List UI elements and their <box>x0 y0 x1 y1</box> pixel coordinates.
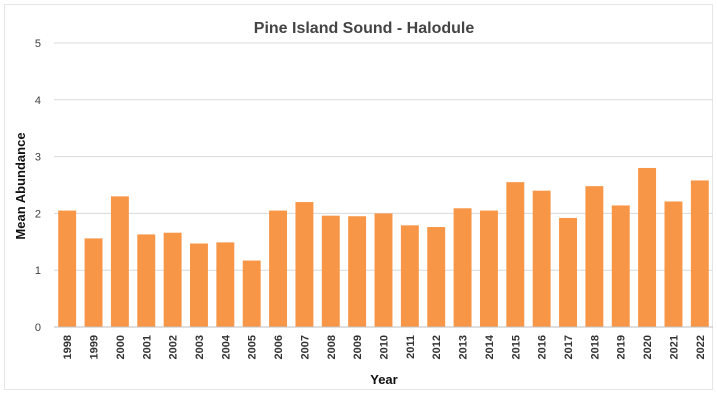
x-tick-label: 2017 <box>563 335 575 359</box>
chart-frame <box>4 4 713 390</box>
x-tick-label: 2007 <box>299 335 311 359</box>
x-tick-label: 2000 <box>115 335 127 359</box>
x-tick-label: 2015 <box>510 335 522 359</box>
x-tick-label: 2001 <box>141 335 153 359</box>
x-tick-label: 2019 <box>616 335 628 359</box>
x-axis-title: Year <box>370 372 397 387</box>
x-tick-label: 2016 <box>537 335 549 359</box>
bar-2012 <box>427 227 446 327</box>
y-axis-ticks: 0 1 2 3 4 5 <box>35 38 41 334</box>
x-tick-label: 2008 <box>326 335 338 359</box>
bar-2009 <box>348 216 367 327</box>
y-tick-label: 1 <box>35 265 41 277</box>
x-tick-label: 2013 <box>458 335 470 359</box>
x-tick-label: 1998 <box>62 335 74 359</box>
bar-2014 <box>479 210 498 327</box>
bar-2021 <box>664 201 683 327</box>
y-tick-label: 4 <box>35 95 41 107</box>
bar-2001 <box>137 234 156 327</box>
bar-2005 <box>242 260 261 327</box>
bar-2019 <box>611 205 630 327</box>
x-tick-label: 2022 <box>695 335 707 359</box>
x-tick-label: 2014 <box>484 334 496 359</box>
bar-2007 <box>295 202 314 327</box>
x-axis-ticks: 1998 1999 2000 2001 2002 2003 2004 2005 2006 2007… <box>62 334 707 359</box>
bar-1999 <box>84 238 103 327</box>
x-tick-label: 2021 <box>668 335 680 359</box>
x-tick-label: 2020 <box>642 335 654 359</box>
bar-2004 <box>216 242 235 327</box>
x-tick-label: 2018 <box>589 335 601 359</box>
bar-2000 <box>110 196 129 327</box>
x-tick-label: 2002 <box>168 335 180 359</box>
x-tick-label: 2006 <box>273 335 285 359</box>
bar-1998 <box>58 210 77 327</box>
bar-2013 <box>453 208 472 327</box>
x-tick-label: 2003 <box>194 335 206 359</box>
x-tick-label: 2010 <box>379 335 391 359</box>
bar-2018 <box>585 186 604 327</box>
y-tick-label: 5 <box>35 38 41 50</box>
bar-2010 <box>374 213 393 327</box>
y-tick-label: 2 <box>35 208 41 220</box>
bar-2006 <box>269 210 288 327</box>
y-tick-label: 0 <box>35 322 41 334</box>
y-axis-title: Mean Abundance <box>13 132 28 239</box>
bar-2020 <box>638 167 657 327</box>
x-tick-label: 1999 <box>89 335 101 359</box>
x-tick-label: 2005 <box>247 335 259 359</box>
bar-2003 <box>190 243 208 327</box>
bar-2015 <box>506 182 525 327</box>
bar-2011 <box>400 225 419 327</box>
bar-2017 <box>559 217 577 327</box>
x-tick-label: 2009 <box>352 335 364 359</box>
chart-title: Pine Island Sound - Halodule <box>254 20 475 37</box>
bar-2002 <box>163 232 182 327</box>
y-tick-label: 3 <box>35 152 41 164</box>
x-tick-label: 2011 <box>405 335 417 359</box>
x-tick-label: 2012 <box>431 335 443 359</box>
bar-2016 <box>532 190 551 327</box>
bar-2022 <box>690 180 709 327</box>
bar-2008 <box>321 215 340 327</box>
bars <box>58 167 709 327</box>
x-tick-label: 2004 <box>220 334 232 359</box>
